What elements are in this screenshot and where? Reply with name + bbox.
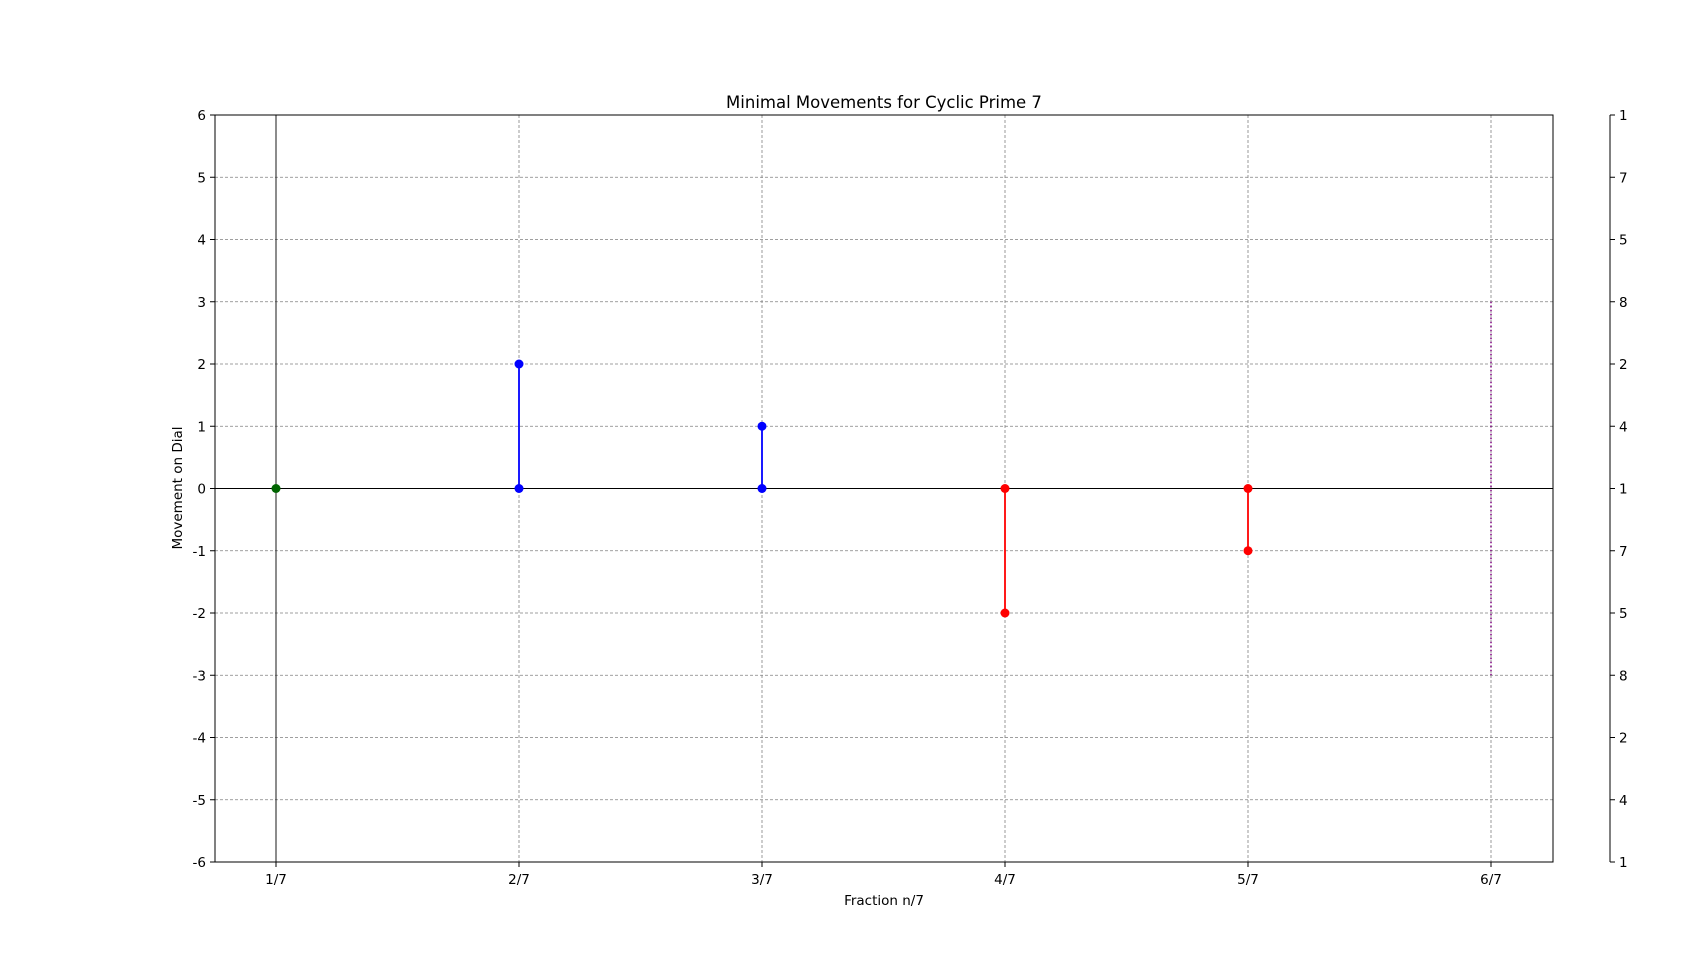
movement-end-point	[514, 359, 524, 369]
right-axis-label: 5	[1619, 606, 1628, 622]
y-tick-label: 2	[197, 357, 206, 373]
movement-end-point	[1000, 608, 1010, 618]
x-tick-label: 6/7	[1480, 872, 1502, 888]
y-tick-label: 5	[197, 170, 206, 186]
y-axis: -6 -5 -4 -3 -2 -1 0 1 2 3 4 5 6	[193, 108, 215, 871]
right-axis-label: 8	[1619, 668, 1628, 684]
y-tick-label: -4	[193, 731, 206, 747]
right-axis-label: 4	[1619, 419, 1628, 435]
y-tick-label: -5	[193, 793, 206, 809]
right-axis-label: 7	[1619, 170, 1628, 186]
y-tick-label: -2	[193, 606, 206, 622]
grid-layer	[215, 115, 1553, 862]
x-tick-label: 2/7	[508, 872, 530, 888]
movement-start-point	[757, 484, 767, 493]
right-axis-label: 4	[1619, 793, 1628, 809]
x-axis: 1/7 2/7 3/7 4/7 5/7 6/7	[265, 862, 1502, 888]
movement-start-point	[1243, 484, 1253, 493]
x-tick-label: 3/7	[751, 872, 773, 888]
y-tick-label: -6	[193, 855, 206, 871]
movement-start-point	[514, 484, 524, 493]
x-axis-label: Fraction n/7	[844, 893, 924, 909]
right-axis-label: 2	[1619, 357, 1628, 373]
right-axis-label: 1	[1619, 108, 1628, 124]
y-tick-label: 3	[197, 295, 206, 311]
movement-start-point	[271, 484, 281, 493]
y-axis-label: Movement on Dial	[170, 426, 186, 549]
movement-end-point	[1243, 546, 1253, 556]
y-tick-label: 4	[197, 233, 206, 249]
y-tick-label: 6	[197, 108, 206, 124]
chart-title: Minimal Movements for Cyclic Prime 7	[726, 93, 1042, 112]
x-tick-label: 4/7	[994, 872, 1016, 888]
movement-end-point	[757, 421, 767, 431]
movement-marks	[271, 301, 1492, 676]
right-axis-label: 1	[1619, 855, 1628, 871]
right-axis-label: 5	[1619, 233, 1628, 249]
movement-start-point	[1000, 484, 1010, 493]
y-tick-label: 0	[197, 482, 206, 498]
right-axis-label: 8	[1619, 295, 1628, 311]
right-axis: 1 4 2 8 5 7 1 4 2 8 5 7 1	[1609, 108, 1628, 871]
x-tick-label: 1/7	[265, 872, 287, 888]
y-tick-label: -3	[193, 668, 206, 684]
right-axis-label: 7	[1619, 544, 1628, 560]
y-tick-label: 1	[197, 419, 206, 435]
right-axis-label: 1	[1619, 482, 1628, 498]
x-tick-label: 5/7	[1237, 872, 1259, 888]
y-tick-label: -1	[193, 544, 206, 560]
reference-lines	[215, 115, 1553, 862]
right-axis-label: 2	[1619, 731, 1628, 747]
